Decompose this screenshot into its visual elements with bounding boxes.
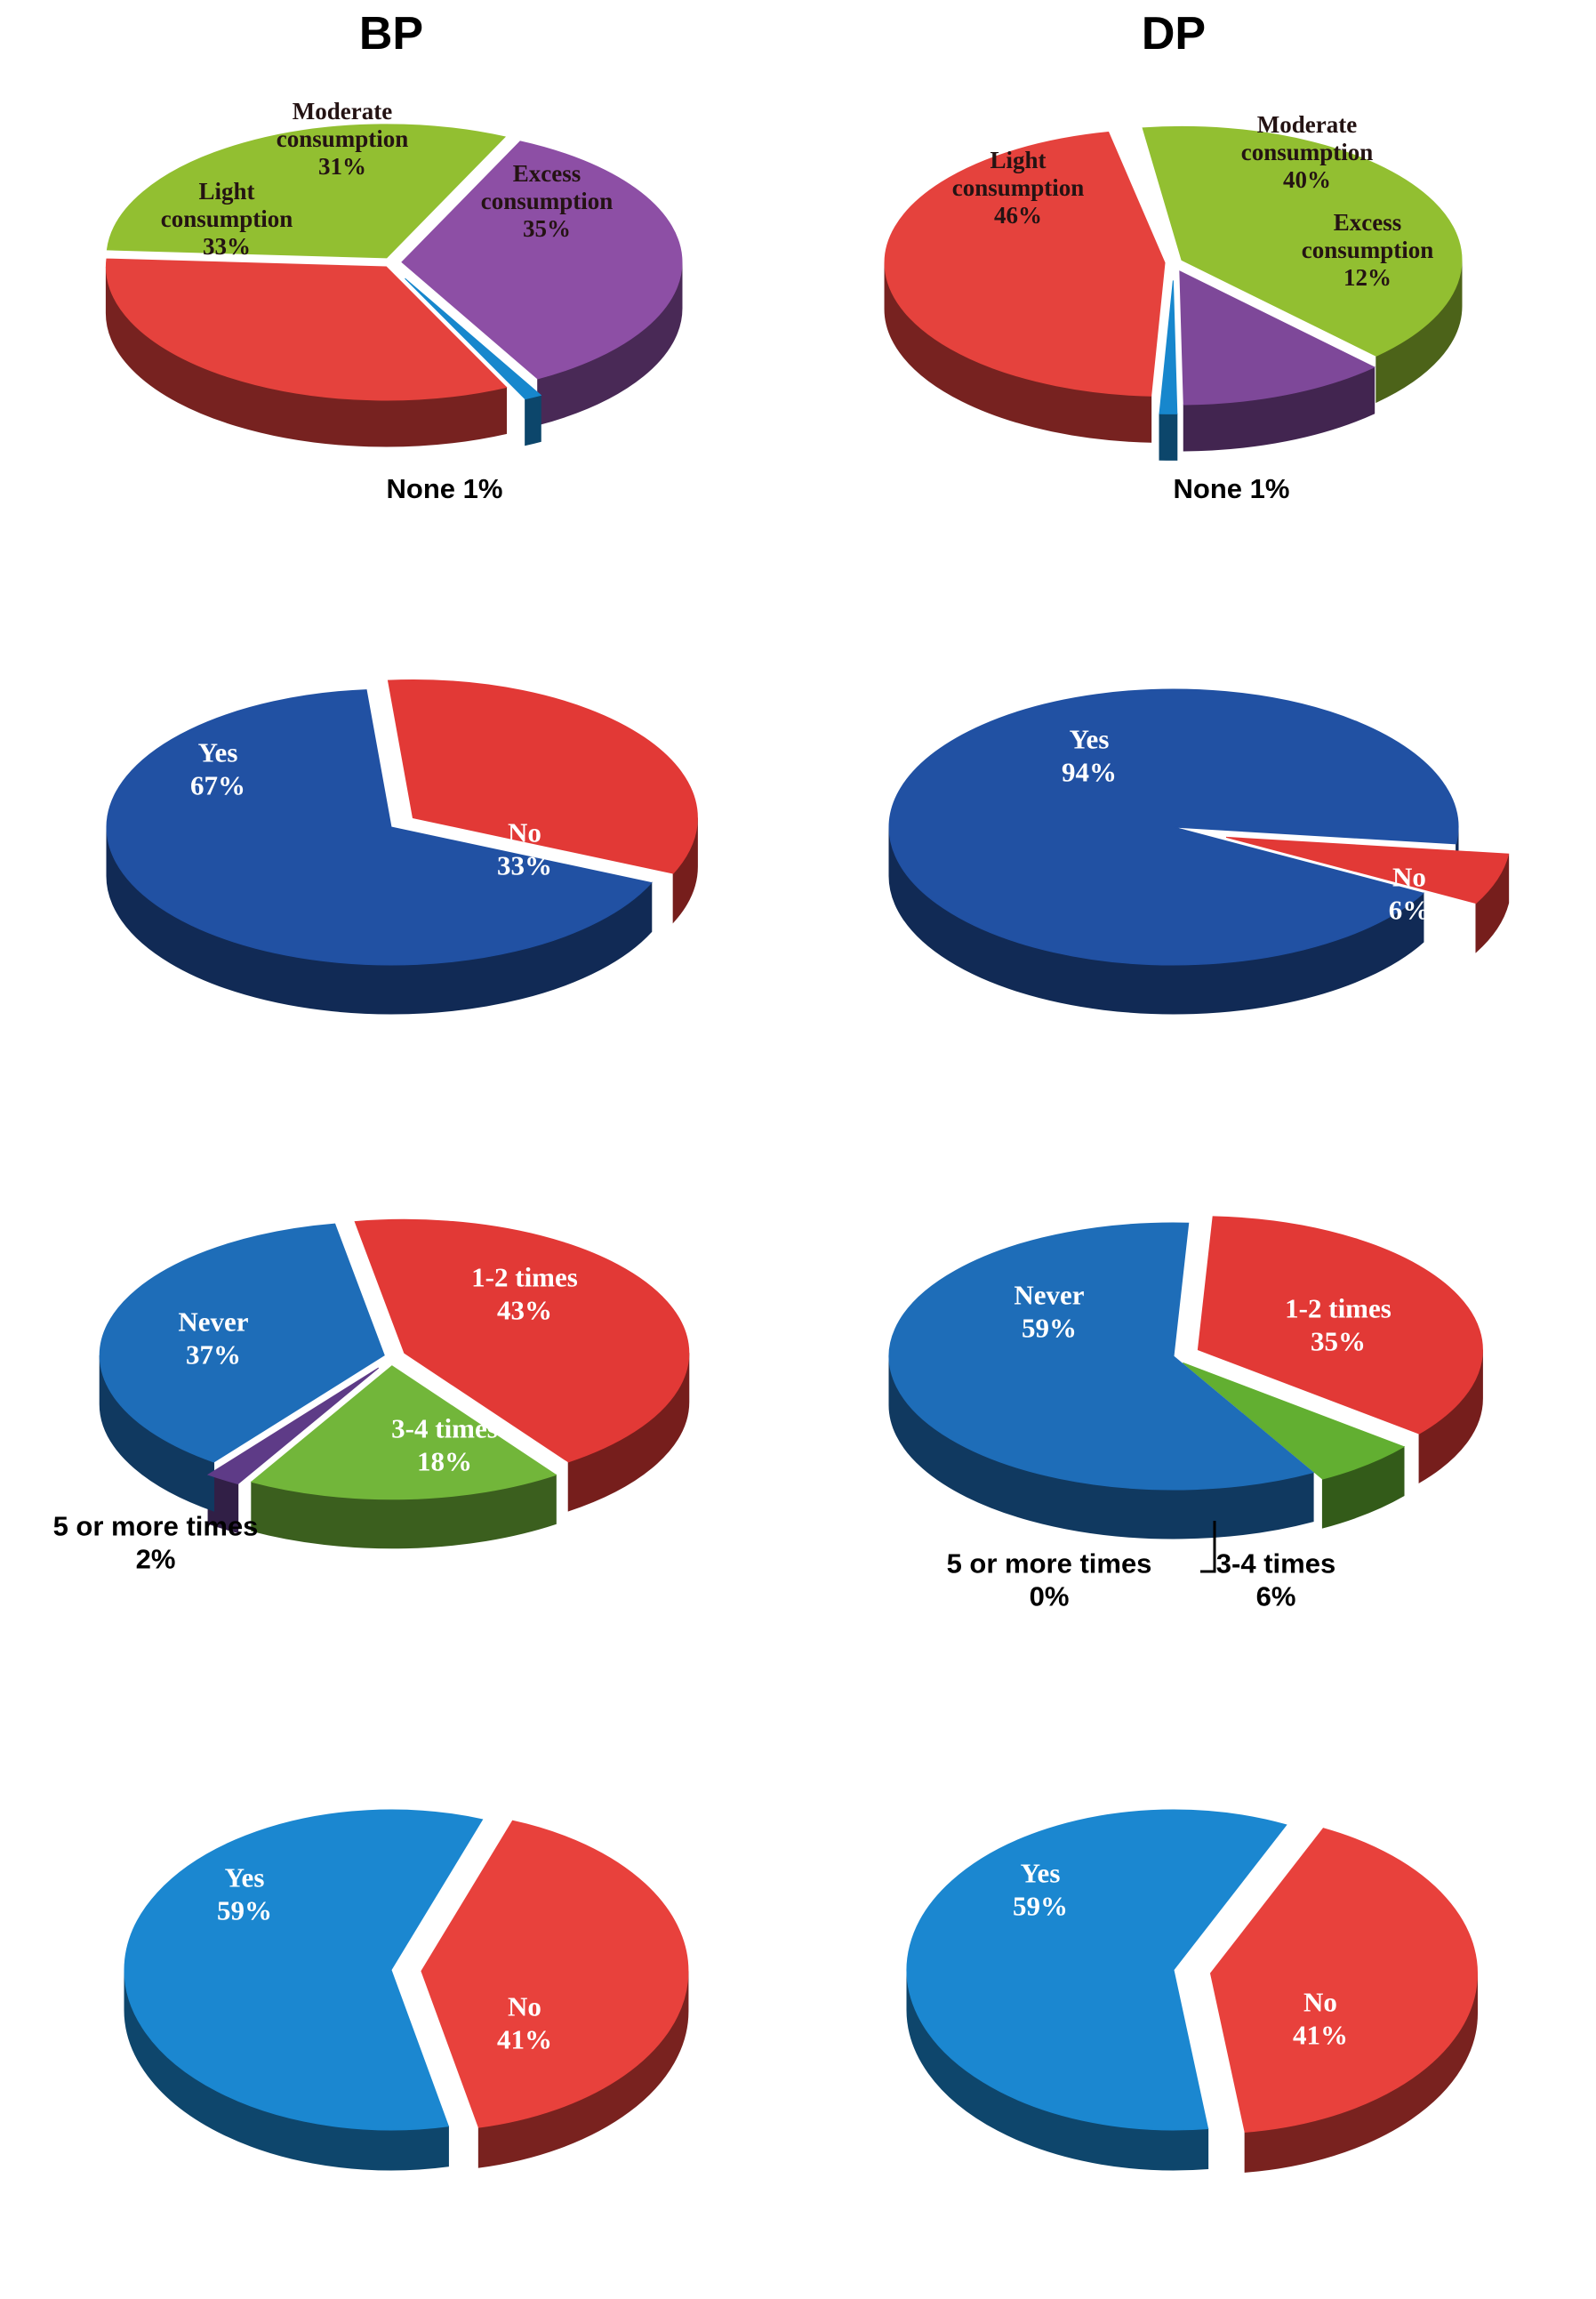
column-title-bp: BP bbox=[358, 8, 424, 60]
slice-outside-label: 5 or more times 0% bbox=[947, 1548, 1152, 1612]
slice-label: Moderate consumption 40% bbox=[1241, 111, 1374, 193]
slice-label: Yes 59% bbox=[1013, 1858, 1068, 1922]
pie-svg: 1-2 times 43% 3-4 times 18% 5 or more times 2… bbox=[53, 1218, 690, 1575]
slice-label: 1-2 times 35% bbox=[1285, 1293, 1391, 1357]
slice-outside-label: None 1% bbox=[1174, 473, 1290, 504]
slice-outside-label: 5 or more times 2% bbox=[53, 1511, 259, 1575]
slice-label: 3-4 times 18% bbox=[391, 1413, 498, 1477]
pie-chart-dp-smoking: No 6% Yes 94% bbox=[782, 605, 1565, 1156]
pie-svg: No 41% Yes 59% bbox=[906, 1809, 1479, 2173]
pie-chart-bp-smoking: No 33% Yes 67% bbox=[0, 605, 782, 1156]
pie-chart-dp-frequency: 1-2 times 35% 3-4 times 6% 5 or more times 0%… bbox=[782, 1129, 1565, 1681]
slice-label: No 33% bbox=[497, 817, 552, 881]
slice-label: No 41% bbox=[497, 1991, 552, 2055]
slice-label: Moderate consumption 31% bbox=[277, 98, 409, 180]
pie-svg: Moderate consumption 40% Excess consumption 1… bbox=[884, 111, 1463, 504]
slice-label: Yes 67% bbox=[190, 737, 245, 801]
pie-svg: No 33% Yes 67% bbox=[106, 679, 698, 1015]
pie-svg: No 41% Yes 59% bbox=[124, 1809, 689, 2171]
pie-svg: Excess consumption 35% None 1% Light consumpt… bbox=[105, 98, 683, 504]
column-title-dp: DP bbox=[1141, 8, 1207, 60]
slice-label: Excess consumption 12% bbox=[1302, 209, 1434, 291]
slice-label: Light consumption 46% bbox=[952, 147, 1085, 229]
pie-svg: No 6% Yes 94% bbox=[888, 688, 1510, 1015]
pie-chart-bp-frequency: 1-2 times 43% 3-4 times 18% 5 or more times 2… bbox=[0, 1129, 782, 1681]
slice-label: Never 37% bbox=[178, 1306, 248, 1371]
pie-chart-dp-alcohol-consumption: Moderate consumption 40% Excess consumption 1… bbox=[782, 49, 1565, 600]
slice-label: Light consumption 33% bbox=[161, 178, 293, 260]
slice-label: Yes 94% bbox=[1062, 724, 1117, 788]
pie-chart-dp-awareness: No 41% Yes 59% bbox=[782, 1743, 1565, 2295]
slice-outside-label: 3-4 times 6% bbox=[1216, 1548, 1335, 1612]
slice-label: Yes 59% bbox=[217, 1862, 272, 1926]
slice-outside-label: None 1% bbox=[387, 473, 503, 504]
pie-svg: 1-2 times 35% 3-4 times 6% 5 or more times 0%… bbox=[888, 1216, 1483, 1612]
label-connector-line bbox=[1200, 1521, 1216, 1573]
slice-label: Never 59% bbox=[1014, 1280, 1084, 1344]
pie-chart-bp-awareness: No 41% Yes 59% bbox=[0, 1743, 782, 2295]
slice-label: No 6% bbox=[1389, 862, 1431, 926]
slice-label: No 41% bbox=[1293, 1987, 1348, 2051]
pie-chart-bp-alcohol-consumption: Excess consumption 35% None 1% Light consumpt… bbox=[0, 49, 782, 600]
slice-label: Excess consumption 35% bbox=[481, 160, 614, 242]
slice-label: 1-2 times 43% bbox=[471, 1262, 578, 1326]
